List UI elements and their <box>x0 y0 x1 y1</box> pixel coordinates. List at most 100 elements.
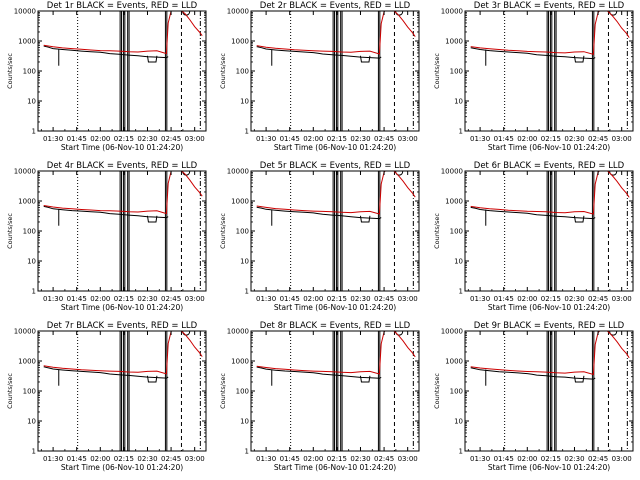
panel-title: Det 6r BLACK = Events, RED = LLD <box>474 161 625 171</box>
x-tick-label: 02:00 <box>303 455 323 463</box>
y-axis-label: Counts/sec <box>219 373 227 409</box>
panel-title: Det 1r BLACK = Events, RED = LLD <box>47 1 198 11</box>
series-events <box>43 45 169 59</box>
x-axis-label: Start Time (06-Nov-10 01:24:20) <box>61 303 183 312</box>
x-tick-label: 02:30 <box>564 295 584 303</box>
y-tick-label: 1000 <box>445 198 463 206</box>
y-tick-label: 1000 <box>231 358 249 366</box>
y-tick-label: 1 <box>32 128 36 136</box>
marker-lines <box>485 11 628 131</box>
x-tick-label: 02:45 <box>374 295 394 303</box>
x-axis-label: Start Time (06-Nov-10 01:24:20) <box>274 143 396 152</box>
x-tick-label: 02:15 <box>114 455 134 463</box>
series-events <box>256 46 382 59</box>
panel-5: Det 5r BLACK = Events, RED = LLD 1 10 100 10… <box>219 161 420 312</box>
marker-lines <box>58 171 201 291</box>
y-tick-label: 10 <box>240 258 249 266</box>
x-tick-label: 03:00 <box>612 135 632 143</box>
x-tick-label: 02:30 <box>350 135 370 143</box>
x-tick-label: 02:45 <box>161 455 181 463</box>
x-tick-label: 01:45 <box>67 135 87 143</box>
y-tick-label: 10000 <box>14 328 36 336</box>
series-lld <box>256 171 416 215</box>
dip <box>359 215 371 223</box>
y-tick-label: 10000 <box>441 168 463 176</box>
x-tick-label: 02:45 <box>374 135 394 143</box>
panel-3: Det 3r BLACK = Events, RED = LLD 1 10 100 10… <box>433 1 634 152</box>
y-tick-label: 100 <box>236 388 249 396</box>
x-tick-label: 02:00 <box>517 295 537 303</box>
y-tick-label: 1 <box>459 128 463 136</box>
panel-8: Det 8r BLACK = Events, RED = LLD 1 10 100 10… <box>219 321 420 472</box>
marker-lines <box>271 11 414 131</box>
y-tick-label: 100 <box>23 388 36 396</box>
x-tick-label: 02:45 <box>374 455 394 463</box>
series-lld <box>43 171 203 215</box>
y-tick-label: 100 <box>236 228 249 236</box>
x-tick-label: 03:00 <box>612 295 632 303</box>
x-axis-label: Start Time (06-Nov-10 01:24:20) <box>488 143 610 152</box>
marker-lines <box>271 171 414 291</box>
y-tick-label: 10000 <box>227 168 249 176</box>
x-tick-label: 02:30 <box>137 295 157 303</box>
x-tick-label: 01:45 <box>67 295 87 303</box>
series-events <box>470 206 596 220</box>
panel-title: Det 2r BLACK = Events, RED = LLD <box>260 1 411 11</box>
x-tick-label: 03:00 <box>398 295 418 303</box>
x-tick-label: 02:45 <box>588 295 608 303</box>
y-tick-label: 10000 <box>14 168 36 176</box>
x-tick-label: 01:30 <box>256 135 276 143</box>
panel-7: Det 7r BLACK = Events, RED = LLD 1 10 100 10… <box>6 321 207 472</box>
panel-9: Det 9r BLACK = Events, RED = LLD 1 10 100 10… <box>433 321 634 472</box>
marker-lines <box>485 171 628 291</box>
series-events <box>256 206 382 220</box>
y-tick-label: 10 <box>454 258 463 266</box>
y-tick-label: 100 <box>450 228 463 236</box>
series-lld <box>256 11 416 55</box>
x-axis-label: Start Time (06-Nov-10 01:24:20) <box>61 143 183 152</box>
x-tick-label: 02:15 <box>541 455 561 463</box>
y-tick-label: 10000 <box>14 8 36 16</box>
x-tick-label: 03:00 <box>185 135 205 143</box>
x-tick-label: 02:00 <box>303 135 323 143</box>
y-tick-label: 10 <box>240 418 249 426</box>
x-tick-label: 02:45 <box>588 455 608 463</box>
x-tick-label: 02:00 <box>303 295 323 303</box>
series-lld <box>43 331 203 375</box>
x-tick-label: 02:30 <box>564 455 584 463</box>
dip <box>573 55 585 63</box>
series-events <box>43 205 169 219</box>
y-tick-label: 1000 <box>445 358 463 366</box>
x-tick-label: 02:00 <box>90 295 110 303</box>
y-tick-label: 1 <box>245 128 249 136</box>
x-tick-label: 02:15 <box>327 295 347 303</box>
y-tick-label: 10 <box>27 418 36 426</box>
y-tick-label: 10 <box>454 418 463 426</box>
peak-marker <box>609 171 618 176</box>
y-tick-label: 1000 <box>18 198 36 206</box>
x-tick-label: 01:30 <box>256 455 276 463</box>
x-tick-label: 01:45 <box>280 135 300 143</box>
series-lld <box>256 331 416 375</box>
y-axis-label: Counts/sec <box>6 53 14 89</box>
x-tick-label: 02:15 <box>114 135 134 143</box>
y-tick-label: 10 <box>27 258 36 266</box>
series-lld <box>43 11 203 55</box>
dip <box>146 55 158 63</box>
x-tick-label: 02:30 <box>564 135 584 143</box>
y-axis-label: Counts/sec <box>433 53 441 89</box>
y-tick-label: 10000 <box>227 8 249 16</box>
y-tick-label: 1 <box>32 288 36 296</box>
x-tick-label: 02:30 <box>137 455 157 463</box>
x-tick-label: 03:00 <box>185 295 205 303</box>
x-tick-label: 01:30 <box>43 455 63 463</box>
marker-lines <box>485 331 628 451</box>
y-tick-label: 1 <box>459 448 463 456</box>
marker-lines <box>58 11 201 131</box>
dip <box>359 55 371 63</box>
y-tick-label: 1000 <box>18 38 36 46</box>
panel-title: Det 8r BLACK = Events, RED = LLD <box>260 321 411 331</box>
marker-lines <box>271 331 414 451</box>
y-axis-label: Counts/sec <box>6 213 14 249</box>
